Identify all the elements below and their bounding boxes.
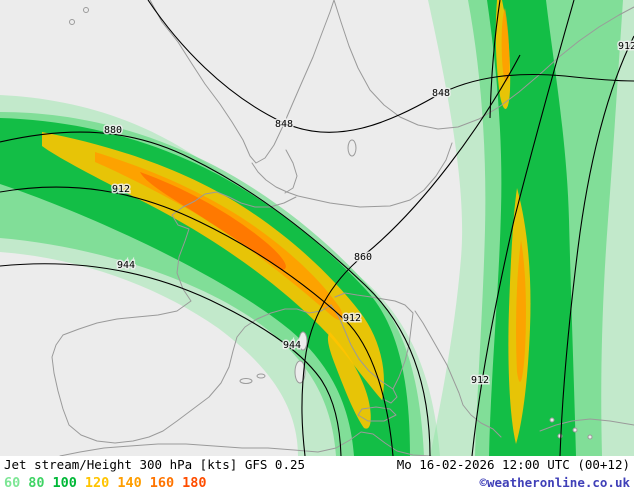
contour-label: 912 (471, 375, 489, 386)
contour-labels: 880 912 944 848 848 860 912 944 912 912 (102, 40, 634, 388)
coastlines (51, 0, 634, 456)
copyright-text: ©weatheronline.co.uk (479, 475, 630, 490)
contour-label: 848 (432, 88, 450, 99)
scale-value-120: 120 (84, 475, 110, 491)
band-italy-120kt (327, 332, 371, 429)
island-faroe (69, 19, 75, 25)
scale-value-140: 140 (117, 475, 142, 491)
legend-bar: Jet stream/Height 300 hPa [kts] GFS 0.25… (0, 456, 634, 491)
contour-line-912-east (471, 0, 575, 456)
contour-label: 912 (618, 41, 634, 52)
contour-line-860 (301, 54, 521, 456)
contour-line-848-north (147, 0, 634, 133)
island-shetland (83, 7, 89, 13)
contour-line-912-west (0, 186, 394, 456)
contour-label: 880 (104, 125, 122, 136)
coastline-north-africa-aegean (59, 418, 634, 456)
contour-line-880 (0, 131, 431, 456)
legend-row-top: Jet stream/Height 300 hPa [kts] GFS 0.25… (4, 457, 630, 473)
band-main-100kt (0, 118, 410, 456)
coastline-scandinavia (149, 0, 634, 164)
scale-value-180: 180 (182, 475, 207, 491)
map-title: Jet stream/Height 300 hPa [kts] GFS 0.25 (4, 457, 306, 472)
map-area: 880 912 944 848 848 860 912 944 912 912 (0, 0, 634, 456)
band-main-160kt (140, 172, 286, 270)
island-menorca (256, 373, 266, 379)
island-gotland (347, 139, 357, 157)
scale-value-60: 60 (4, 475, 21, 491)
contour-line-northeast-short (489, 0, 501, 119)
contour-label: 944 (117, 260, 135, 271)
scale-value-160: 160 (149, 475, 175, 491)
coastline-italy-balkans (330, 292, 502, 438)
coastline-west-europe-iberia (51, 162, 332, 444)
island-aegean-2 (572, 427, 578, 433)
band-main-120kt (42, 132, 384, 400)
jetstream-map-canvas: 880 912 944 848 848 860 912 944 912 912 (0, 0, 634, 456)
contour-label: 912 (112, 184, 130, 195)
scale-value-100: 100 (52, 475, 77, 491)
height-contours (0, 0, 634, 456)
contour-line-912-far-east (559, 35, 634, 456)
island-aegean-4 (549, 417, 555, 423)
contour-label: 912 (343, 313, 361, 324)
island-aegean-3 (587, 434, 593, 440)
coastline-baltic (284, 142, 453, 208)
island-sardinia (294, 360, 306, 384)
scale-value-80: 80 (28, 475, 45, 491)
island-mallorca (239, 378, 253, 384)
jetstream-bands (0, 0, 634, 456)
band-east-mid-140kt (516, 240, 526, 382)
map-datetime: Mo 16-02-2026 12:00 UTC (00+12) (396, 457, 630, 472)
contour-line-944-west (0, 263, 342, 456)
contour-label: 860 (354, 252, 372, 263)
color-scale: 60 80 100 120 140 160 180 (4, 474, 214, 491)
legend-row-bottom: 60 80 100 120 140 160 180 ©weatheronline.co.uk (4, 474, 630, 491)
island-corsica (298, 331, 308, 351)
contour-label: 944 (283, 340, 301, 351)
contour-label: 848 (275, 119, 293, 130)
band-main-140kt (95, 152, 343, 321)
band-east-top-140kt (501, 8, 510, 82)
